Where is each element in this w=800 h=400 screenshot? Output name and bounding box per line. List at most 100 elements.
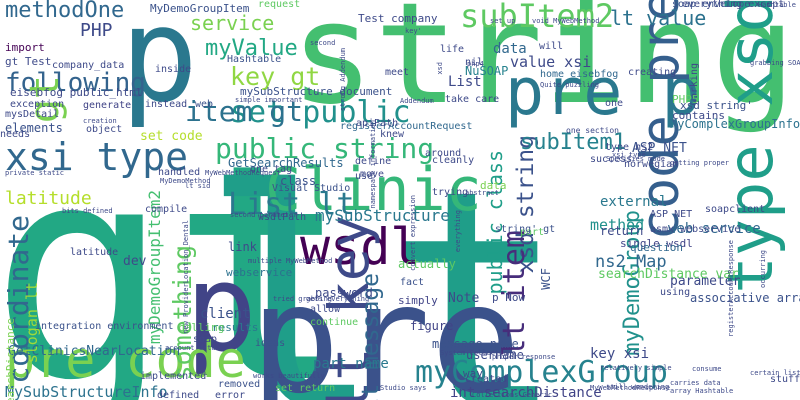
word-130: success: [590, 154, 633, 165]
word-134: handled: [158, 167, 201, 178]
word-189: Specifies mode: [606, 155, 666, 163]
word-167: proper response: [492, 353, 556, 361]
word-186: everything: [454, 210, 462, 253]
word-1: lt: [200, 125, 568, 400]
word-69: import: [5, 41, 45, 54]
word-3: p: [120, 0, 199, 131]
word-180: consume: [692, 365, 722, 373]
word-40: latitude: [5, 188, 92, 209]
word-39: value xsi: [510, 53, 592, 71]
word-156: array Hashtable: [670, 387, 734, 395]
word-99: p Now: [492, 291, 526, 304]
word-41: MySubStructureInfo: [5, 383, 168, 400]
word-181: creation: [83, 117, 117, 125]
word-44: part name: [313, 356, 389, 372]
word-138: knew: [380, 129, 405, 140]
word-81: soap envelope: [672, 0, 751, 10]
word-45: key xsi: [590, 346, 650, 362]
word-6: Clinic: [265, 155, 482, 225]
word-112: continue: [310, 317, 359, 328]
word-125: latitude: [70, 247, 119, 258]
word-0: gt: [0, 100, 352, 400]
word-117: needs: [0, 129, 31, 140]
word-119: instead: [145, 99, 188, 110]
word-94: WCF: [539, 268, 553, 290]
word-193: second: [310, 39, 336, 47]
word-132: part: [520, 227, 545, 238]
word-161: tried grabbing: [273, 295, 333, 303]
word-123: company_data: [52, 60, 125, 71]
word-170: void MyWebMethod: [532, 17, 600, 25]
word-70: gt Test: [5, 55, 52, 68]
word-135: meet: [385, 67, 410, 78]
word-8: pre p: [505, 55, 701, 130]
word-136: life: [440, 44, 465, 55]
word-142: string' gt: [495, 224, 556, 235]
word-76: actually: [398, 257, 456, 271]
word-73: figure: [410, 319, 454, 333]
word-15: public string: [215, 132, 435, 165]
word-108: implemented: [140, 371, 207, 382]
word-58: set code: [140, 129, 203, 144]
word-55: MyComplexGroupInfo: [670, 117, 800, 131]
word-191: lt sid: [185, 182, 211, 190]
word-113: fact: [400, 277, 425, 288]
word-115: compile: [145, 204, 188, 215]
word-46: ns2 Map: [595, 252, 667, 272]
word-22: service: [190, 11, 275, 35]
word-120: take care: [445, 94, 500, 105]
word-14: myComplexGroup: [415, 355, 668, 390]
word-91: home eisebfog: [540, 69, 619, 80]
word-104: way: [463, 367, 483, 380]
word-47: method: [590, 216, 645, 234]
word-63: return: [600, 224, 644, 238]
word-166: System Collections: [440, 349, 516, 357]
word-71: NuSOAP: [465, 64, 509, 78]
word-2: pre: [250, 253, 521, 400]
word-143: xsd string': [680, 99, 753, 112]
word-122: Hashtable: [227, 54, 282, 65]
word-75: Note: [448, 291, 480, 306]
word-155: carries data: [670, 379, 721, 387]
word-194: set up: [490, 17, 516, 25]
word-100: removed: [218, 379, 261, 390]
word-137: inside: [155, 64, 192, 75]
word-121: nil: [465, 57, 484, 68]
word-183: xsd: [436, 62, 444, 75]
word-82: everything except: [682, 0, 785, 10]
word-171: Addendum: [400, 97, 434, 105]
word-90: eisebfog public_html: [10, 86, 143, 99]
word-129: one: [605, 98, 624, 109]
word-169: registerAccountResponse: [727, 240, 735, 337]
word-188: MyWebMethodResponse: [590, 384, 671, 392]
word-182: key': [405, 27, 422, 35]
word-21: myValue: [205, 36, 298, 61]
word-139: apiPath: [356, 118, 399, 129]
word-62: external: [600, 194, 668, 210]
word-43: int searchDistance: [450, 385, 602, 400]
word-61: associative array: [690, 291, 800, 305]
word-124: mysDetail: [5, 109, 60, 120]
word-174: new ProviderLocation_Dental: [182, 220, 190, 334]
word-54: dev: [123, 254, 147, 269]
word-23: key gt: [230, 62, 321, 91]
word-154: getting proper: [670, 159, 730, 167]
word-72: link: [228, 240, 257, 254]
word-168: occurring: [759, 250, 767, 288]
word-11: wsdl: [300, 218, 421, 276]
word-140: creating: [628, 67, 677, 78]
word-65: question: [630, 241, 683, 254]
word-67: data: [493, 41, 527, 57]
word-78: web: [195, 99, 214, 110]
word-164: simple important: [235, 96, 303, 104]
word-159: account data: [165, 344, 216, 352]
word-4: string: [290, 0, 796, 136]
word-92: registerAccountRequest: [340, 121, 473, 132]
word-97: password: [315, 286, 373, 300]
word-192: xsi type: [612, 151, 646, 159]
word-105: created: [465, 374, 508, 385]
word-85: searchDistance var: [598, 267, 739, 282]
word-116: exception: [10, 99, 65, 110]
word-195: MyDemoMethod: [160, 177, 211, 185]
